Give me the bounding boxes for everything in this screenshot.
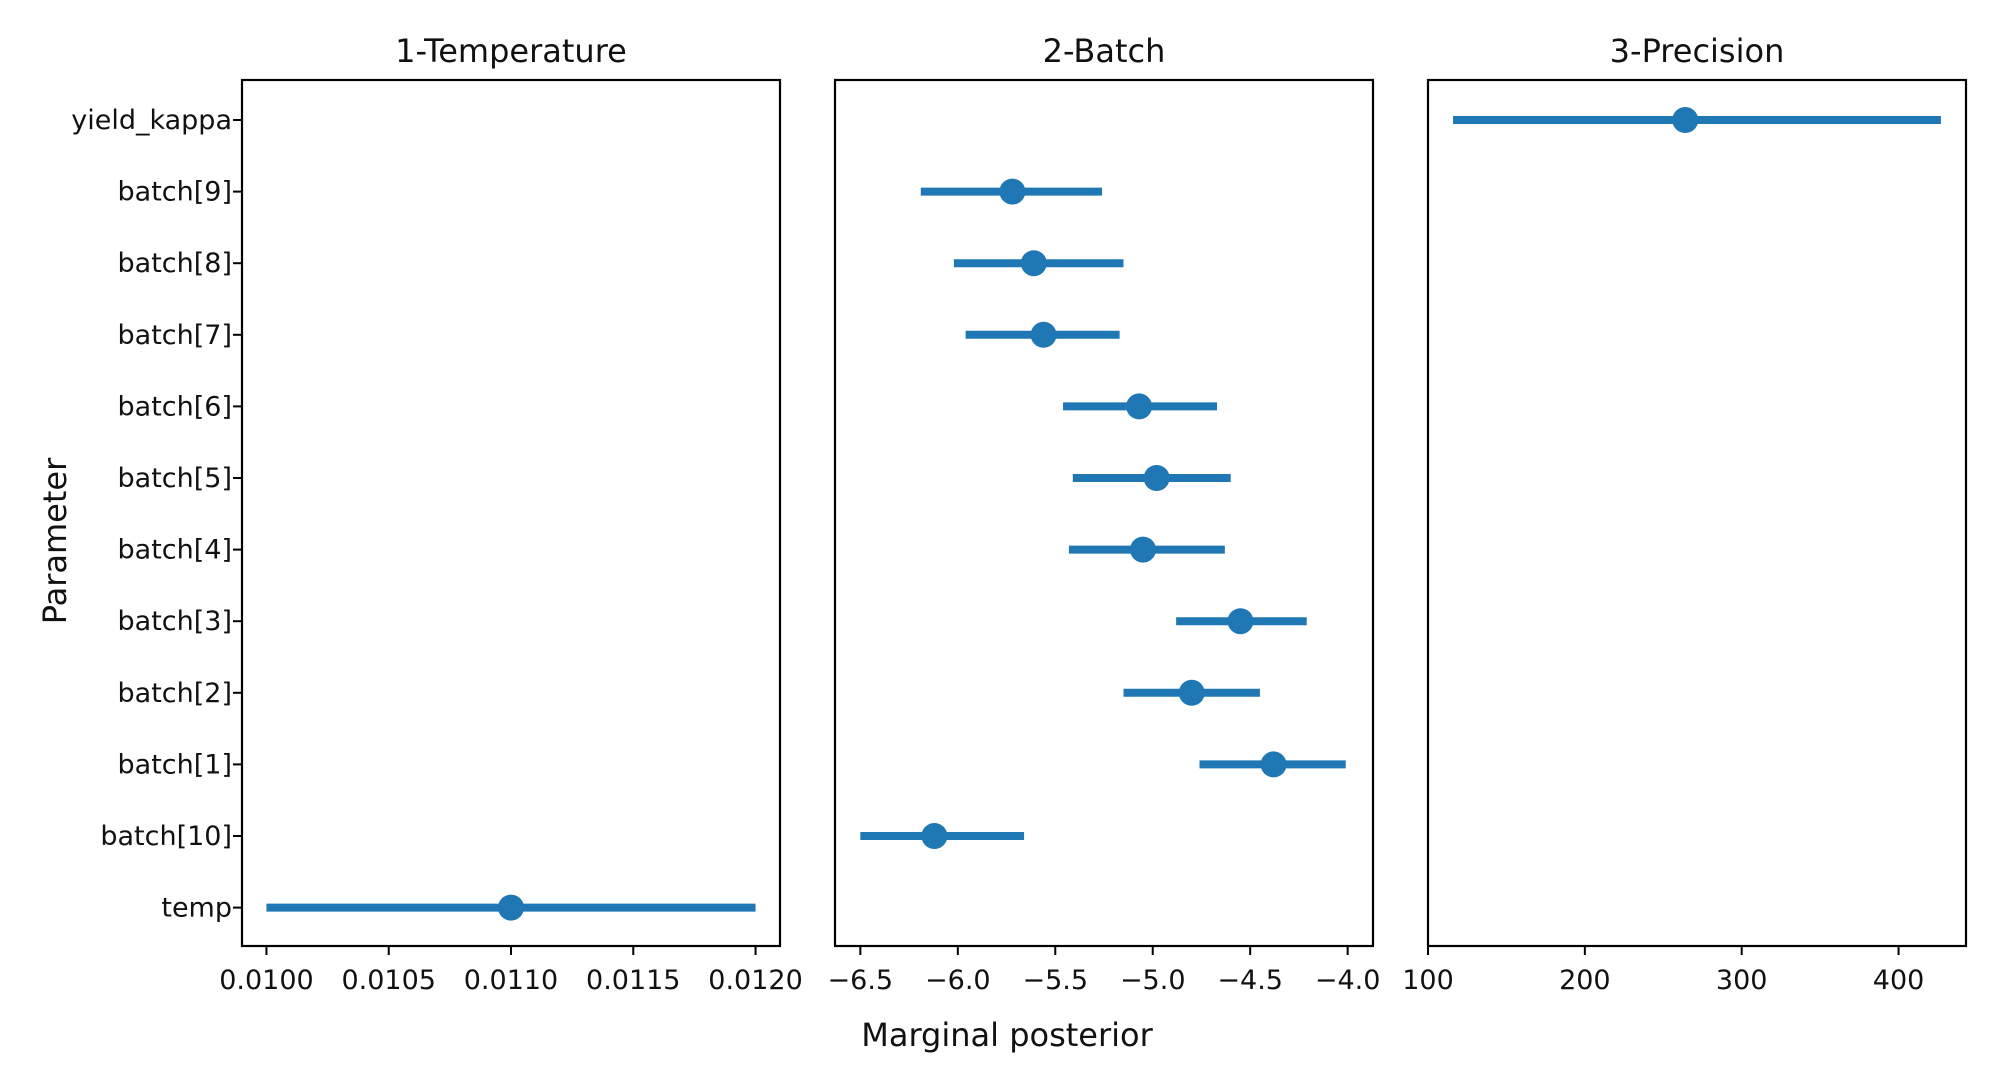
y-tick-label-batch-1: batch[1] — [118, 749, 232, 780]
x-tick-label: −5.5 — [1022, 965, 1088, 996]
y-tick-label-batch-3: batch[3] — [118, 606, 232, 637]
x-tick-label: 0.0115 — [586, 965, 680, 996]
y-tick-label-batch-6: batch[6] — [118, 391, 232, 422]
point-batch-10 — [921, 823, 948, 849]
panel-3: 3-Precision 100 200 300 400 — [1402, 32, 1968, 996]
y-tick-label-batch-8: batch[8] — [118, 248, 232, 279]
x-tick-label: 0.0105 — [341, 965, 435, 996]
y-tick-label-batch-10: batch[10] — [100, 821, 232, 852]
point-batch-2 — [1178, 679, 1205, 706]
x-tick-label: −5.0 — [1120, 965, 1186, 996]
panel-1: 1-Temperature 0.0100 0.0105 0.0110 0.0115 0.0… — [71, 32, 803, 996]
panel-title: 3-Precision — [1610, 32, 1785, 70]
x-tick-label: −6.0 — [925, 965, 991, 996]
x-tick-label: −4.0 — [1315, 965, 1381, 996]
x-tick-label: −4.5 — [1217, 965, 1283, 996]
panel-title: 2-Batch — [1043, 32, 1166, 70]
x-tick-label: −6.5 — [828, 965, 894, 996]
y-tick-label-batch-9: batch[9] — [118, 177, 232, 208]
x-tick-label: 400 — [1873, 965, 1925, 996]
panel-frame — [240, 78, 782, 948]
panel-2: 2-Batch −6.5 −6.0 −5.5 −5.0 −4.5 −4.0 — [828, 32, 1381, 996]
point-temp — [498, 894, 524, 921]
x-axis-label: Marginal posterior — [861, 1016, 1153, 1054]
point-batch-8 — [1020, 250, 1047, 277]
panel-frame — [833, 78, 1375, 948]
x-tick-label: 200 — [1559, 965, 1611, 996]
panel-title: 1-Temperature — [395, 32, 627, 70]
x-tick-label: 0.0120 — [708, 965, 802, 996]
y-tick-label-temp: temp — [161, 893, 232, 924]
panels: 1-Temperature 0.0100 0.0105 0.0110 0.0115 0.0… — [71, 32, 1968, 996]
point-batch-3 — [1227, 608, 1254, 635]
point-batch-5 — [1143, 465, 1170, 491]
x-tick-label: 0.0100 — [219, 965, 313, 996]
point-batch-6 — [1126, 393, 1153, 420]
y-tick-label-batch-2: batch[2] — [118, 678, 232, 709]
y-tick-label-yield-kappa: yield_kappa — [71, 105, 232, 136]
point-yield-kappa — [1672, 107, 1699, 133]
y-tick-label-batch-4: batch[4] — [118, 535, 232, 566]
y-axis-label: Parameter — [36, 457, 74, 624]
y-tick-label-batch-7: batch[7] — [118, 320, 232, 351]
point-batch-4 — [1129, 536, 1156, 563]
x-tick-label: 0.0110 — [464, 965, 558, 996]
y-tick-label-batch-5: batch[5] — [118, 463, 232, 494]
point-batch-1 — [1260, 751, 1287, 778]
point-batch-9 — [999, 178, 1026, 205]
x-tick-label: 300 — [1716, 965, 1768, 996]
x-tick-label: 100 — [1402, 965, 1454, 996]
point-batch-7 — [1030, 321, 1057, 348]
panel-frame — [1426, 78, 1968, 948]
